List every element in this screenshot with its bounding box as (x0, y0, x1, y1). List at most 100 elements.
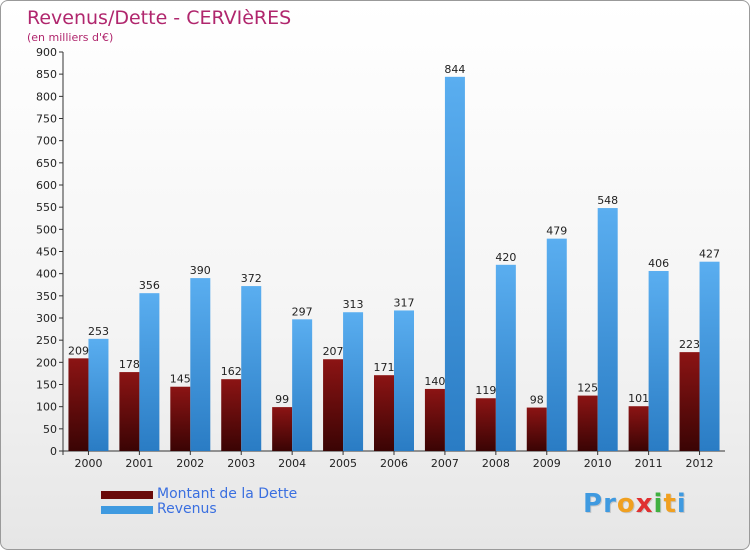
data-label-revenus: 427 (699, 248, 720, 261)
logo-letter: i (676, 489, 687, 519)
y-tick-label: 550 (36, 201, 57, 214)
bar-debt (170, 386, 191, 451)
bar-revenus (139, 293, 160, 451)
bar-debt (679, 352, 700, 451)
y-tick-label: 850 (36, 68, 57, 81)
data-label-debt: 145 (170, 373, 191, 386)
data-label-debt: 98 (530, 394, 544, 407)
x-tick-label: 2008 (482, 457, 510, 470)
legend-label-revenus: Revenus (157, 501, 217, 517)
bar-revenus (343, 312, 364, 451)
x-tick-label: 2002 (176, 457, 204, 470)
bar-revenus (190, 278, 211, 451)
chart-title: Revenus/Dette - CERVIèRES (27, 7, 292, 29)
data-label-revenus: 406 (648, 257, 669, 270)
data-label-revenus: 253 (88, 325, 109, 338)
data-label-revenus: 317 (394, 296, 415, 309)
bar-debt (323, 359, 344, 451)
bar-debt (475, 398, 496, 451)
bar-revenus (394, 310, 414, 451)
data-label-revenus: 420 (495, 251, 516, 264)
legend-swatch-debt (101, 490, 153, 499)
y-tick-label: 700 (36, 135, 57, 148)
y-tick-label: 350 (36, 290, 57, 303)
data-label-debt: 140 (424, 375, 445, 388)
data-label-revenus: 297 (292, 305, 313, 318)
bar-debt (68, 358, 89, 451)
data-label-revenus: 479 (546, 225, 567, 238)
chart-subtitle: (en milliers d'€) (27, 31, 114, 44)
x-tick-label: 2000 (74, 457, 102, 470)
legend-item-revenus: Revenus (101, 502, 297, 517)
y-tick-label: 450 (36, 246, 57, 259)
bar-revenus (292, 319, 313, 451)
x-tick-label: 2004 (278, 457, 306, 470)
y-tick-label: 500 (36, 223, 57, 236)
bar-debt (424, 388, 445, 451)
data-label-debt: 209 (68, 344, 89, 357)
data-label-revenus: 313 (343, 298, 364, 311)
y-tick-label: 100 (36, 401, 57, 414)
legend: Montant de la Dette Revenus (101, 487, 297, 517)
bar-revenus (495, 264, 516, 451)
y-tick-label: 800 (36, 90, 57, 103)
bar-revenus (699, 261, 720, 451)
bar-revenus (597, 208, 618, 451)
legend-item-debt: Montant de la Dette (101, 487, 297, 502)
y-tick-label: 750 (36, 113, 57, 126)
data-label-debt: 178 (119, 358, 140, 371)
data-label-revenus: 372 (241, 272, 262, 285)
x-tick-label: 2001 (125, 457, 153, 470)
x-tick-label: 2009 (533, 457, 561, 470)
bar-debt (221, 379, 242, 451)
x-tick-label: 2003 (227, 457, 255, 470)
x-tick-label: 2005 (329, 457, 357, 470)
data-label-debt: 119 (475, 384, 496, 397)
bar-debt (272, 407, 293, 451)
chart-bars (68, 76, 720, 452)
logo-letter: o (616, 489, 636, 519)
proxiti-logo: Proxiti (583, 489, 687, 519)
logo-letter: x (635, 489, 654, 519)
bar-revenus (241, 286, 262, 451)
x-tick-label: 2010 (584, 457, 612, 470)
x-tick-label: 2006 (380, 457, 408, 470)
data-label-debt: 223 (679, 338, 700, 351)
x-tick-label: 2007 (431, 457, 459, 470)
legend-swatch-revenus (101, 505, 153, 514)
y-tick-label: 400 (36, 268, 57, 281)
data-label-revenus: 844 (444, 63, 465, 76)
chart-data-labels: 209 253 178 356 145 390 162 372 99 297 207 313 171 31… (68, 63, 720, 407)
bar-debt (577, 395, 598, 451)
logo-letter: r (603, 489, 617, 519)
logo-letter: t (663, 489, 677, 519)
y-tick-label: 900 (36, 46, 57, 59)
y-tick-label: 650 (36, 157, 57, 170)
data-label-debt: 207 (323, 345, 344, 358)
data-label-debt: 101 (628, 392, 649, 405)
y-tick-label: 50 (43, 423, 57, 436)
x-tick-label: 2011 (635, 457, 663, 470)
data-label-revenus: 390 (190, 264, 211, 277)
bar-revenus (88, 338, 109, 451)
logo-letter: i (653, 489, 664, 519)
data-label-revenus: 356 (139, 279, 160, 292)
bar-debt (119, 372, 140, 451)
bar-revenus (546, 238, 567, 451)
y-tick-label: 150 (36, 379, 57, 392)
logo-letter: P (583, 489, 604, 519)
bar-debt (628, 406, 649, 451)
y-tick-label: 300 (36, 312, 57, 325)
x-tick-label: 2012 (686, 457, 714, 470)
bar-revenus (648, 271, 669, 451)
bar-debt (526, 407, 547, 451)
legend-label-debt: Montant de la Dette (157, 486, 298, 502)
y-tick-label: 600 (36, 179, 57, 192)
y-tick-label: 200 (36, 356, 57, 369)
y-tick-label: 250 (36, 334, 57, 347)
data-label-debt: 162 (221, 365, 242, 378)
y-tick-label: 0 (50, 445, 57, 458)
data-label-debt: 99 (275, 393, 289, 406)
